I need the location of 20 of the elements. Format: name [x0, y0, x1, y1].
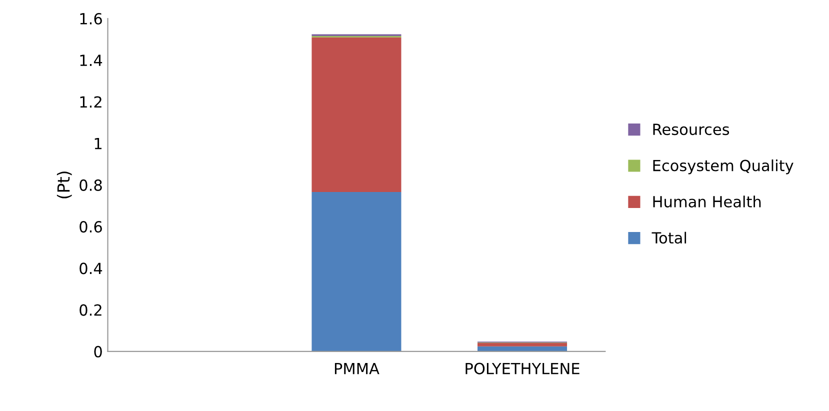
y-tick-label: 0.2 [80, 304, 102, 316]
legend-label: Resources [653, 124, 730, 136]
legend-label: Human Health [653, 196, 761, 208]
y-tick-label: 0 [94, 346, 102, 358]
bar [478, 346, 568, 352]
legend-label: Ecosystem Quality [653, 159, 794, 174]
y-tick-label: 1.2 [80, 96, 102, 108]
legend-label: Total [652, 232, 686, 244]
y-tick-label: 0.8 [80, 179, 102, 191]
y-tick-label: 1.4 [80, 54, 102, 66]
y-tick-label: 1.6 [80, 12, 102, 25]
y-tick-label: 0.4 [80, 262, 102, 274]
y-tick-label: 0.6 [80, 221, 102, 233]
x-tick-label: PMMA [334, 362, 380, 374]
bar [312, 192, 402, 352]
x-tick-label: POLYETHYLENE [466, 362, 580, 374]
bar [312, 37, 402, 192]
y-tick-label: 1 [94, 138, 102, 150]
bar [478, 342, 568, 346]
y-axis-title: (Pt) [56, 172, 72, 198]
